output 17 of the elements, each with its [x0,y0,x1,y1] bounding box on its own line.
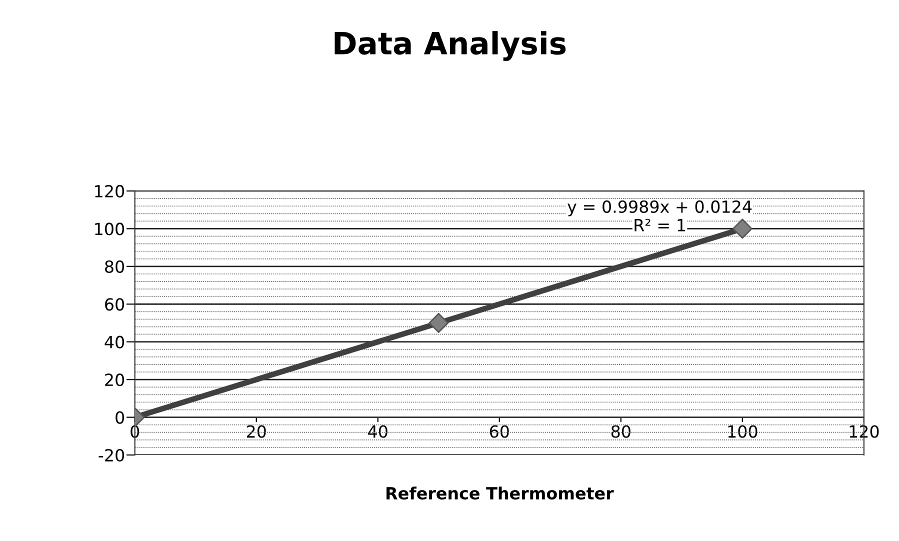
x-tick-label: 40 [368,425,388,438]
y-tick-label: 20 [105,374,124,386]
y-tick-label: 80 [105,260,124,273]
y-tick-label: 100 [95,222,124,236]
y-tick-label: 60 [105,298,124,311]
x-tick-label: 60 [490,425,509,438]
annotation: y = 0.9989x + 0.0124 [568,200,752,216]
x-tick-label: 100 [728,425,758,438]
annotation: R² = 1 [634,218,685,232]
x-axis-title: Reference Thermometer [386,486,614,500]
chart-title: Data Analysis [334,31,566,61]
y-tick-label: 120 [95,184,124,198]
x-tick-label: 80 [611,425,630,438]
y-tick-label: 0 [116,411,124,424]
y-tick-label: 40 [104,336,124,348]
x-tick-label: 20 [246,425,266,438]
y-tick-label: -20 [98,448,124,462]
